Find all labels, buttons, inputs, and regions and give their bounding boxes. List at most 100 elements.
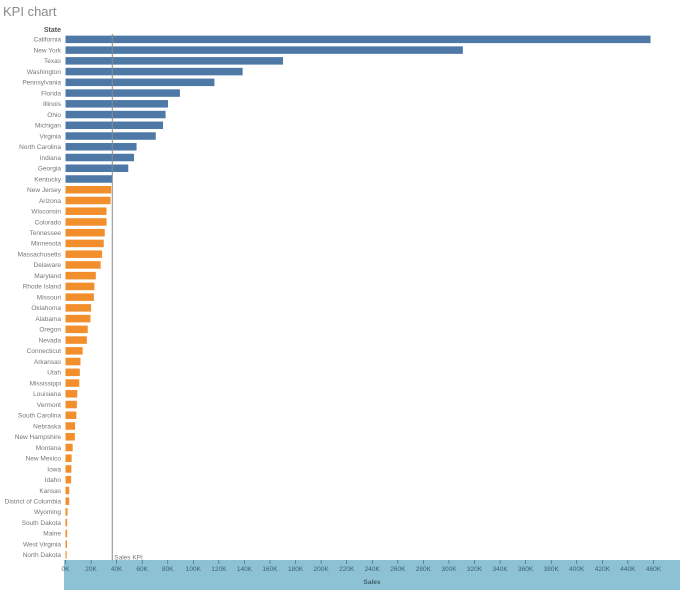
bar[interactable]: [65, 121, 164, 130]
category-label: Kentucky: [34, 176, 61, 183]
category-label: North Carolina: [19, 144, 61, 151]
bar[interactable]: [65, 207, 107, 215]
bar[interactable]: [65, 422, 76, 430]
category-label: Montana: [36, 445, 62, 452]
bar[interactable]: [65, 164, 129, 173]
bar[interactable]: [65, 132, 156, 140]
bar[interactable]: [65, 497, 70, 505]
category-label: Massachusetts: [18, 251, 62, 258]
category-label: New Hampshire: [15, 434, 62, 441]
category-label: Missouri: [37, 294, 61, 301]
bar[interactable]: [65, 89, 180, 97]
category-label: Tennessee: [30, 230, 62, 237]
bar[interactable]: [65, 314, 91, 323]
x-tick-label: 380K: [544, 566, 560, 573]
bar[interactable]: [65, 228, 105, 237]
category-label: Iowa: [47, 466, 61, 473]
bar[interactable]: [65, 46, 463, 54]
bar[interactable]: [65, 475, 72, 484]
bar[interactable]: [65, 57, 284, 65]
category-label: Wyoming: [34, 509, 61, 516]
bar[interactable]: [65, 282, 95, 291]
category-label: Pennsylvania: [22, 80, 61, 87]
x-tick-label: 360K: [518, 566, 534, 573]
chart-title: KPI chart: [3, 4, 57, 19]
category-label: Illinois: [43, 101, 62, 108]
bar[interactable]: [65, 508, 68, 516]
x-tick-label: 340K: [492, 566, 508, 573]
category-label: Georgia: [38, 166, 62, 173]
x-tick-label: 420K: [595, 566, 611, 573]
bar[interactable]: [65, 400, 77, 409]
category-label: Oklahoma: [31, 305, 61, 312]
category-label: Indiana: [40, 155, 62, 162]
category-label: Michigan: [35, 123, 61, 130]
bar[interactable]: [65, 465, 72, 473]
sales-kpi-label: Sales KPI: [114, 554, 143, 561]
x-tick-label: 320K: [467, 566, 483, 573]
x-tick-label: 260K: [390, 566, 406, 573]
bar[interactable]: [65, 78, 215, 87]
category-label: Mississippi: [30, 380, 61, 387]
x-tick-label: 80K: [162, 566, 174, 573]
bar[interactable]: [65, 368, 80, 377]
category-label: Virginia: [39, 133, 61, 140]
category-label: Connecticut: [27, 348, 62, 355]
bar[interactable]: [65, 153, 135, 162]
bar[interactable]: [65, 293, 94, 301]
bar[interactable]: [65, 411, 77, 420]
bar[interactable]: [65, 529, 68, 538]
bar[interactable]: [65, 196, 111, 205]
category-label: New Mexico: [26, 456, 62, 463]
bar[interactable]: [65, 390, 78, 398]
category-label: Utah: [47, 370, 61, 377]
bar[interactable]: [65, 239, 104, 248]
bar[interactable]: [65, 433, 75, 441]
category-label: Washington: [27, 69, 61, 76]
category-label: Nebraska: [33, 423, 61, 430]
bar[interactable]: [65, 218, 107, 226]
bar[interactable]: [65, 443, 73, 452]
bar[interactable]: [65, 110, 166, 119]
category-label: Colorado: [35, 219, 62, 226]
category-label: Rhode Island: [23, 284, 62, 291]
bar[interactable]: [65, 35, 651, 44]
x-tick-label: 300K: [441, 566, 457, 573]
category-labels: California New York Texas Washington Pennsyl…: [5, 37, 62, 560]
bar[interactable]: [65, 336, 87, 344]
category-label: Maryland: [34, 273, 61, 280]
bar[interactable]: [65, 551, 67, 559]
bar[interactable]: [65, 540, 68, 548]
bar[interactable]: [65, 261, 101, 269]
x-tick-label: 60K: [136, 566, 148, 573]
bar[interactable]: [65, 67, 243, 76]
category-label: Idaho: [45, 477, 62, 484]
category-label: Texas: [44, 58, 62, 65]
bar[interactable]: [65, 175, 113, 183]
x-tick-label: 100K: [186, 566, 202, 573]
bar[interactable]: [65, 100, 169, 108]
bar[interactable]: [65, 518, 68, 527]
category-label: Arizona: [39, 198, 61, 205]
bar[interactable]: [65, 357, 81, 366]
x-tick-label: 160K: [262, 566, 278, 573]
bar[interactable]: [65, 304, 92, 312]
state-column-header: State: [44, 27, 61, 34]
category-label: Delaware: [34, 262, 62, 269]
category-label: Florida: [41, 90, 61, 97]
category-label: Alabama: [35, 316, 61, 323]
bar[interactable]: [65, 486, 70, 495]
bar[interactable]: [65, 250, 103, 258]
bar[interactable]: [65, 347, 83, 355]
x-axis-title: Sales: [364, 579, 381, 586]
x-tick-label: 140K: [237, 566, 253, 573]
bar[interactable]: [65, 379, 80, 387]
bar[interactable]: [65, 325, 88, 334]
bar[interactable]: [65, 143, 137, 151]
bar[interactable]: [65, 454, 72, 462]
bar[interactable]: [65, 271, 96, 280]
bar[interactable]: [65, 185, 112, 194]
x-tick-label: 400K: [569, 566, 585, 573]
x-tick-label: 220K: [339, 566, 355, 573]
